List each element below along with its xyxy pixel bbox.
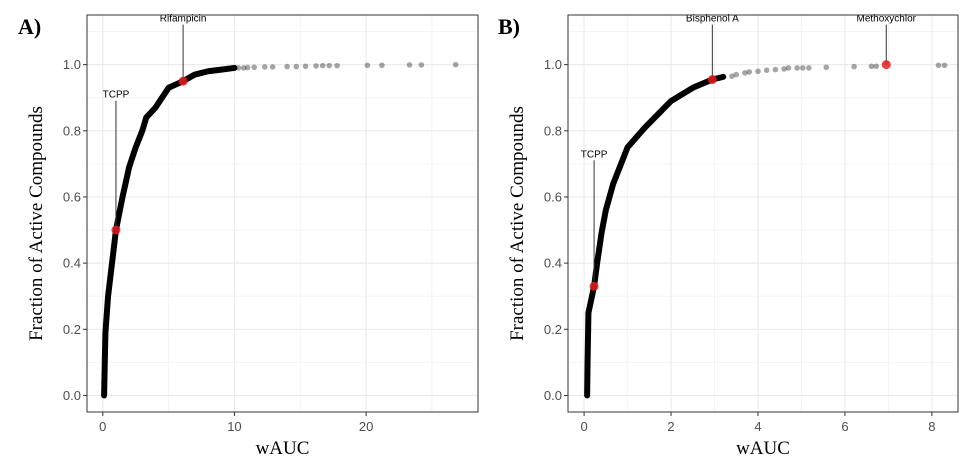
data-curve	[584, 73, 727, 399]
x-tick-label: 8	[928, 419, 935, 434]
data-point	[794, 65, 800, 71]
data-point	[851, 63, 857, 70]
data-point	[240, 65, 247, 71]
x-tick-label: 2	[667, 419, 674, 434]
plot-border	[567, 14, 959, 413]
x-axis-title: wAUC	[256, 438, 310, 459]
data-point	[334, 62, 340, 69]
y-tick-label: 0.4	[544, 256, 562, 271]
data-point	[364, 62, 371, 69]
data-point	[935, 62, 942, 69]
data-point	[452, 61, 459, 68]
annotation-label: TCPP	[103, 90, 130, 101]
data-point	[772, 66, 779, 73]
y-tick-label: 0.6	[544, 189, 562, 204]
data-point	[244, 64, 251, 71]
data-point	[823, 64, 830, 71]
y-axis-title: Fraction of Active Compounds	[26, 106, 47, 341]
panel-a: 0 10 20 0.0 0.2 0.4 0.6 0.8 1.0 TCPP Rifampicin wAU…	[18, 14, 479, 459]
y-tick-label: 0.2	[544, 322, 562, 337]
data-point	[781, 66, 787, 72]
x-tick-label: 6	[841, 419, 848, 434]
panel-label: A)	[18, 14, 41, 39]
data-point	[763, 67, 770, 74]
data-point	[799, 65, 806, 71]
y-tick-label: 0.8	[544, 123, 562, 138]
data-point	[873, 63, 880, 70]
data-point	[406, 62, 413, 68]
y-tick-label: 0.2	[63, 322, 81, 337]
data-point	[293, 63, 300, 70]
panel-b: 0 2 4 6 8 0.0 0.2 0.4 0.6 0.8 1.0 TCPP Bisphenol A Me…	[498, 14, 959, 459]
highlight-point	[589, 281, 599, 291]
x-tick-label: 0	[580, 419, 587, 434]
plot-border	[86, 14, 479, 413]
data-point	[755, 68, 761, 75]
plot-background	[87, 15, 478, 412]
highlight-point	[178, 76, 188, 86]
data-curve	[101, 64, 238, 399]
highlight-point	[707, 75, 717, 85]
y-tick-label: 0.0	[544, 388, 562, 403]
data-point	[746, 69, 753, 75]
data-point	[418, 62, 425, 68]
annotation-label: Methoxychlor	[857, 14, 917, 25]
data-point	[302, 63, 309, 70]
data-point	[319, 62, 326, 69]
data-point	[284, 63, 290, 70]
y-tick-label: 0.6	[63, 189, 81, 204]
annotation-label: Rifampicin	[160, 14, 207, 25]
x-tick-label: 0	[99, 419, 106, 434]
x-tick-label: 10	[227, 419, 241, 434]
data-point	[251, 64, 257, 71]
y-tick-label: 0.0	[63, 388, 81, 403]
highlight-point	[111, 225, 121, 235]
x-axis-title: wAUC	[736, 438, 790, 459]
data-point	[785, 65, 792, 71]
data-point	[261, 64, 268, 70]
y-tick-label: 0.4	[63, 256, 81, 271]
data-point	[235, 65, 242, 71]
data-point	[326, 62, 333, 69]
data-point	[941, 62, 948, 69]
data-point	[269, 64, 276, 70]
annotation-label: Bisphenol A	[686, 14, 739, 25]
annotation-label: TCPP	[581, 149, 608, 160]
data-point	[806, 65, 812, 71]
x-tick-label: 4	[754, 419, 761, 434]
y-tick-label: 0.8	[63, 123, 81, 138]
y-axis-title: Fraction of Active Compounds	[507, 106, 528, 341]
data-point	[729, 73, 735, 80]
y-tick-label: 1.0	[544, 57, 562, 72]
y-tick-label: 1.0	[63, 57, 81, 72]
data-point	[379, 62, 385, 69]
data-point	[313, 63, 319, 69]
panel-label: B)	[498, 14, 520, 39]
plot-background	[568, 15, 958, 412]
data-point	[868, 63, 875, 70]
highlight-point	[881, 60, 891, 70]
data-point	[742, 70, 748, 76]
data-point	[733, 71, 740, 78]
x-tick-label: 20	[359, 419, 373, 434]
